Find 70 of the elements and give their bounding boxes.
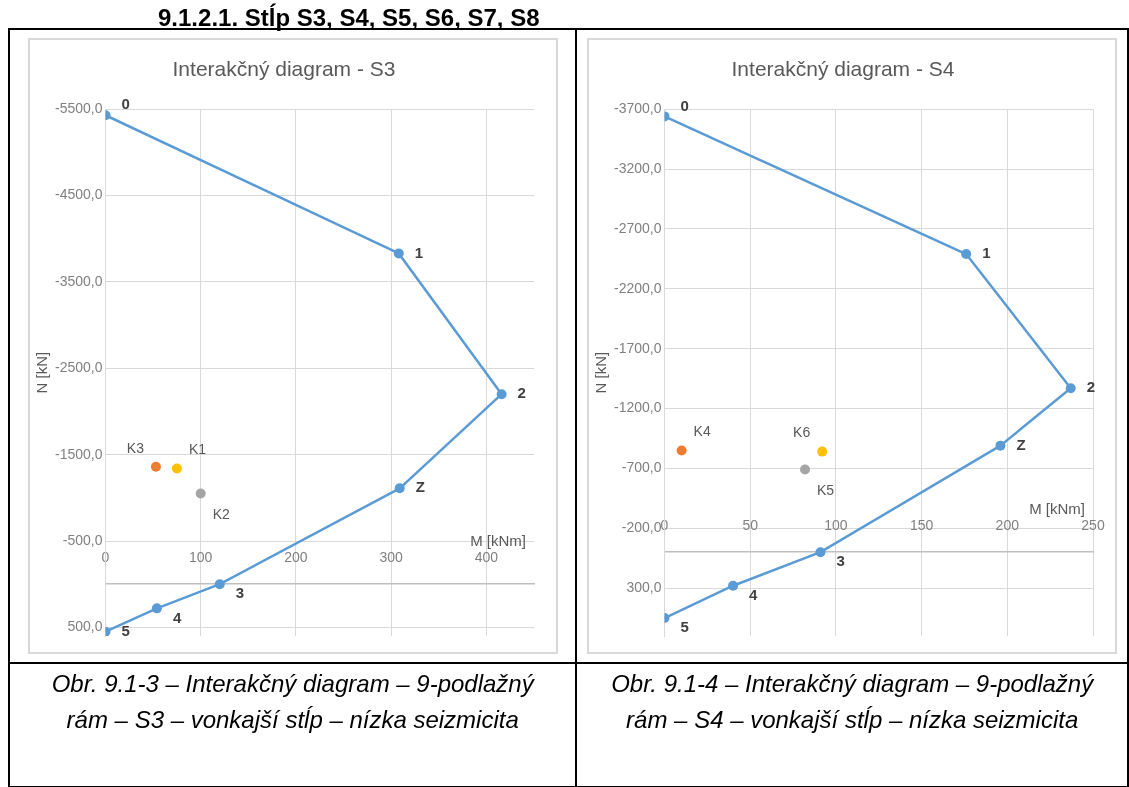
series-label: K6 [793,424,811,441]
text: 9.1.2.1. Stĺp S3, S4, S5, S6, S7, S8 [157,4,541,31]
point [800,464,811,475]
annotation: 1 [982,244,991,262]
x-axis-title: M [kNm] [1029,500,1086,518]
x-tick-label: 300 [379,549,403,566]
x-tick-label: 200 [995,517,1020,534]
y-tick-label: -2700,0 [614,219,662,236]
y-axis-title: N [kN] [592,351,610,394]
annotation: 3 [836,552,846,570]
point [394,483,405,494]
series-label: K3 [126,439,144,456]
y-tick-label: -2200,0 [614,279,662,296]
text: Obr. 9.1-3 – Interakčný diagram – 9-podlažný rám – S3 – vonkajší stĺp – nízka seizmicita [9,663,577,787]
y-tick-label: -3500,0 [54,272,103,289]
y-tick-label: -1500,0 [54,445,103,462]
text: Obr. 9.1-4 – Interakčný diagram – 9-podlažný rám – S4 – vonkajší stĺp – nízka seizmicita [576,663,1128,787]
y-tick-label: -1700,0 [614,339,662,356]
annotation: 4 [749,585,759,603]
x-tick-label: 50 [742,517,759,534]
annotation: 1 [414,243,423,261]
point [817,446,828,457]
series-label: K2 [212,506,230,523]
point [728,580,739,591]
annotation: 2 [1086,378,1096,396]
y-tick-label: -500,0 [62,531,103,548]
y-tick-label: -700,0 [621,459,662,476]
annotation: 0 [121,95,130,113]
point [151,603,162,614]
point [214,579,225,590]
annotation: Z [1016,435,1026,453]
annotation: 4 [172,608,182,626]
y-tick-label: -5500,0 [54,100,103,117]
x-tick-label: 150 [910,517,934,534]
chart-title: Interakčný diagram - S3 [172,57,396,81]
point [995,440,1006,451]
point [195,488,206,499]
y-tick-label: -4500,0 [54,186,103,203]
annotation: Z [415,478,425,496]
annotation: 5 [121,621,130,639]
point [961,249,972,260]
point [171,463,182,474]
point [150,461,161,472]
y-tick-label: -200,0 [621,519,662,536]
point [496,389,507,400]
point [676,445,687,456]
series-label: K4 [693,423,712,440]
x-tick-label: 100 [824,517,848,534]
series-label: K1 [188,441,206,458]
annotation: 5 [680,618,690,636]
y-tick-label: -2500,0 [54,359,103,376]
x-tick-label: 400 [474,549,498,566]
y-tick-label: -3200,0 [614,159,662,176]
x-axis-title: M [kNm] [469,532,526,550]
point [815,547,826,558]
x-tick-label: 100 [188,549,213,566]
annotation: 3 [235,584,244,602]
y-tick-label: 300,0 [626,578,662,595]
point [393,248,404,259]
chart-title: Interakčný diagram - S4 [731,57,955,81]
annotation: 2 [517,384,526,402]
y-tick-label: -3700,0 [614,100,662,117]
series-label: K5 [817,482,835,499]
x-tick-label: 200 [283,549,308,566]
x-tick-label: 250 [1081,517,1106,534]
point [1065,383,1076,394]
y-tick-label: -1200,0 [614,399,662,416]
y-tick-label: 500,0 [67,618,103,635]
annotation: 0 [680,96,690,114]
y-axis-title: N [kN] [32,351,50,394]
